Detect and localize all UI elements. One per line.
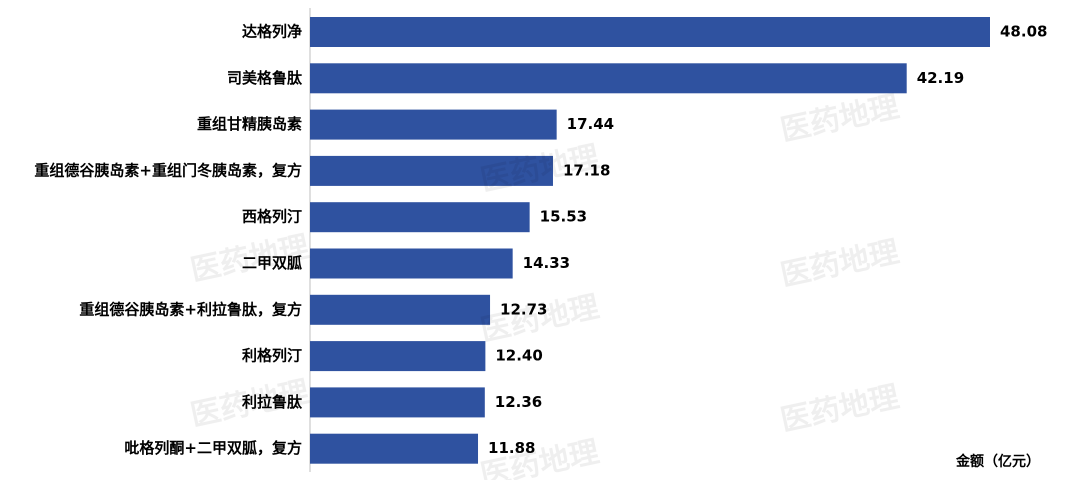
category-label: 利格列汀: [242, 347, 302, 365]
bar: [310, 294, 491, 325]
value-label: 14.33: [523, 254, 570, 272]
bar: [310, 433, 479, 464]
bar: [310, 387, 485, 418]
watermark: 医药地理: [777, 89, 902, 148]
watermark: 医药地理: [187, 229, 312, 288]
bar: [310, 155, 553, 186]
watermark: 医药地理: [477, 289, 602, 348]
category-label: 西格列汀: [242, 208, 302, 226]
value-label: 15.53: [540, 208, 587, 226]
bar: [310, 341, 486, 372]
value-label: 48.08: [1000, 23, 1047, 41]
bar: [310, 17, 990, 47]
watermark: 医药地理: [477, 139, 602, 198]
value-label: 11.88: [488, 439, 535, 457]
value-label: 17.44: [567, 115, 614, 133]
axis-label: 金额（亿元）: [955, 453, 1040, 470]
category-label: 吡格列酮+二甲双胍，复方: [124, 439, 302, 457]
category-label: 重组德谷胰岛素+利拉鲁肽，复方: [79, 300, 302, 318]
watermark: 医药地理: [187, 374, 312, 433]
bar: [310, 248, 513, 279]
value-label: 12.40: [495, 347, 542, 365]
value-label: 42.19: [917, 69, 964, 87]
value-label: 12.36: [495, 393, 542, 411]
bar: [310, 63, 907, 94]
bar: [310, 202, 530, 233]
category-label: 利拉鲁肽: [242, 393, 303, 411]
bar: [310, 109, 557, 140]
category-label: 二甲双胍: [242, 254, 302, 272]
watermark: 医药地理: [777, 234, 902, 293]
watermark: 医药地理: [777, 379, 902, 438]
category-label: 重组甘精胰岛素: [197, 115, 302, 133]
category-label: 司美格鲁肽: [227, 69, 303, 87]
value-label: 17.18: [563, 161, 610, 179]
category-label: 达格列净: [242, 23, 302, 41]
value-label: 12.73: [500, 300, 547, 318]
category-label: 重组德谷胰岛素+重组门冬胰岛素，复方: [34, 161, 302, 179]
